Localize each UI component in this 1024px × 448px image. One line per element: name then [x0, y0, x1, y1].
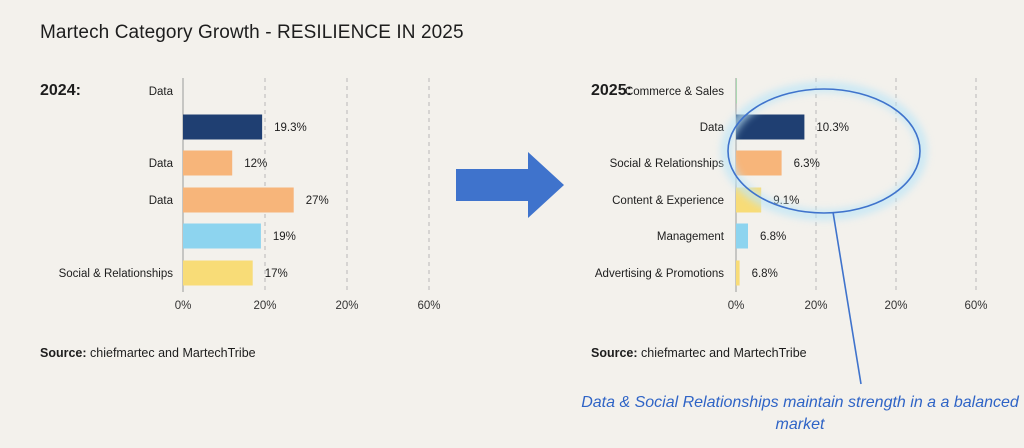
tick-label: 60%: [417, 300, 440, 312]
category-label: Data: [149, 195, 174, 207]
value-label: 6.8%: [752, 268, 778, 280]
bar: [736, 223, 748, 249]
bar: [736, 260, 740, 286]
value-label: 12%: [244, 158, 267, 170]
bar: [183, 260, 253, 286]
panel-2025-year: 2025:: [591, 82, 632, 99]
tick-label: 0%: [175, 300, 192, 312]
category-label: Data: [149, 86, 174, 98]
bar: [736, 114, 805, 140]
tick-label: 60%: [964, 300, 987, 312]
value-label: 19.3%: [274, 122, 307, 134]
source-2025: Source: chiefmartec and MartechTribe: [591, 346, 807, 360]
category-label: Data: [700, 122, 725, 134]
annotation-text: Data & Social Relationships maintain str…: [581, 394, 1019, 433]
category-label: Advertising & Promotions: [595, 268, 724, 280]
bar: [183, 223, 261, 249]
bar: [736, 150, 782, 176]
bar: [183, 150, 233, 176]
tick-label: 20%: [804, 300, 827, 312]
bar: [736, 78, 737, 104]
category-label: Social & Relationships: [610, 158, 725, 170]
category-label: Content & Experience: [612, 195, 724, 207]
value-label: 17%: [265, 268, 288, 280]
tick-label: 20%: [884, 300, 907, 312]
panel-2024-year: 2024:: [40, 82, 81, 99]
value-label: 6.8%: [760, 231, 786, 243]
source-text: chiefmartec and MartechTribe: [641, 346, 807, 360]
category-label: Management: [657, 231, 725, 243]
right-arrow-icon: [456, 152, 564, 218]
page-title: Martech Category Growth - RESILIENCE IN …: [40, 22, 464, 43]
value-label: 10.3%: [816, 122, 849, 134]
source-label: Source:: [40, 346, 87, 360]
value-label: 19%: [273, 231, 296, 243]
category-label: Commerce & Sales: [625, 86, 724, 98]
source-2024: Source: chiefmartec and MartechTribe: [40, 346, 256, 360]
tick-label: 20%: [253, 300, 276, 312]
source-label: Source:: [591, 346, 638, 360]
category-label: Social & Relationships: [59, 268, 174, 280]
tick-label: 20%: [335, 300, 358, 312]
source-text: chiefmartec and MartechTribe: [90, 346, 256, 360]
category-label: Data: [149, 158, 174, 170]
value-label: 27%: [306, 195, 329, 207]
bar: [183, 187, 294, 213]
bar: [183, 114, 263, 140]
tick-label: 0%: [728, 300, 745, 312]
value-label: 6.3%: [794, 158, 820, 170]
